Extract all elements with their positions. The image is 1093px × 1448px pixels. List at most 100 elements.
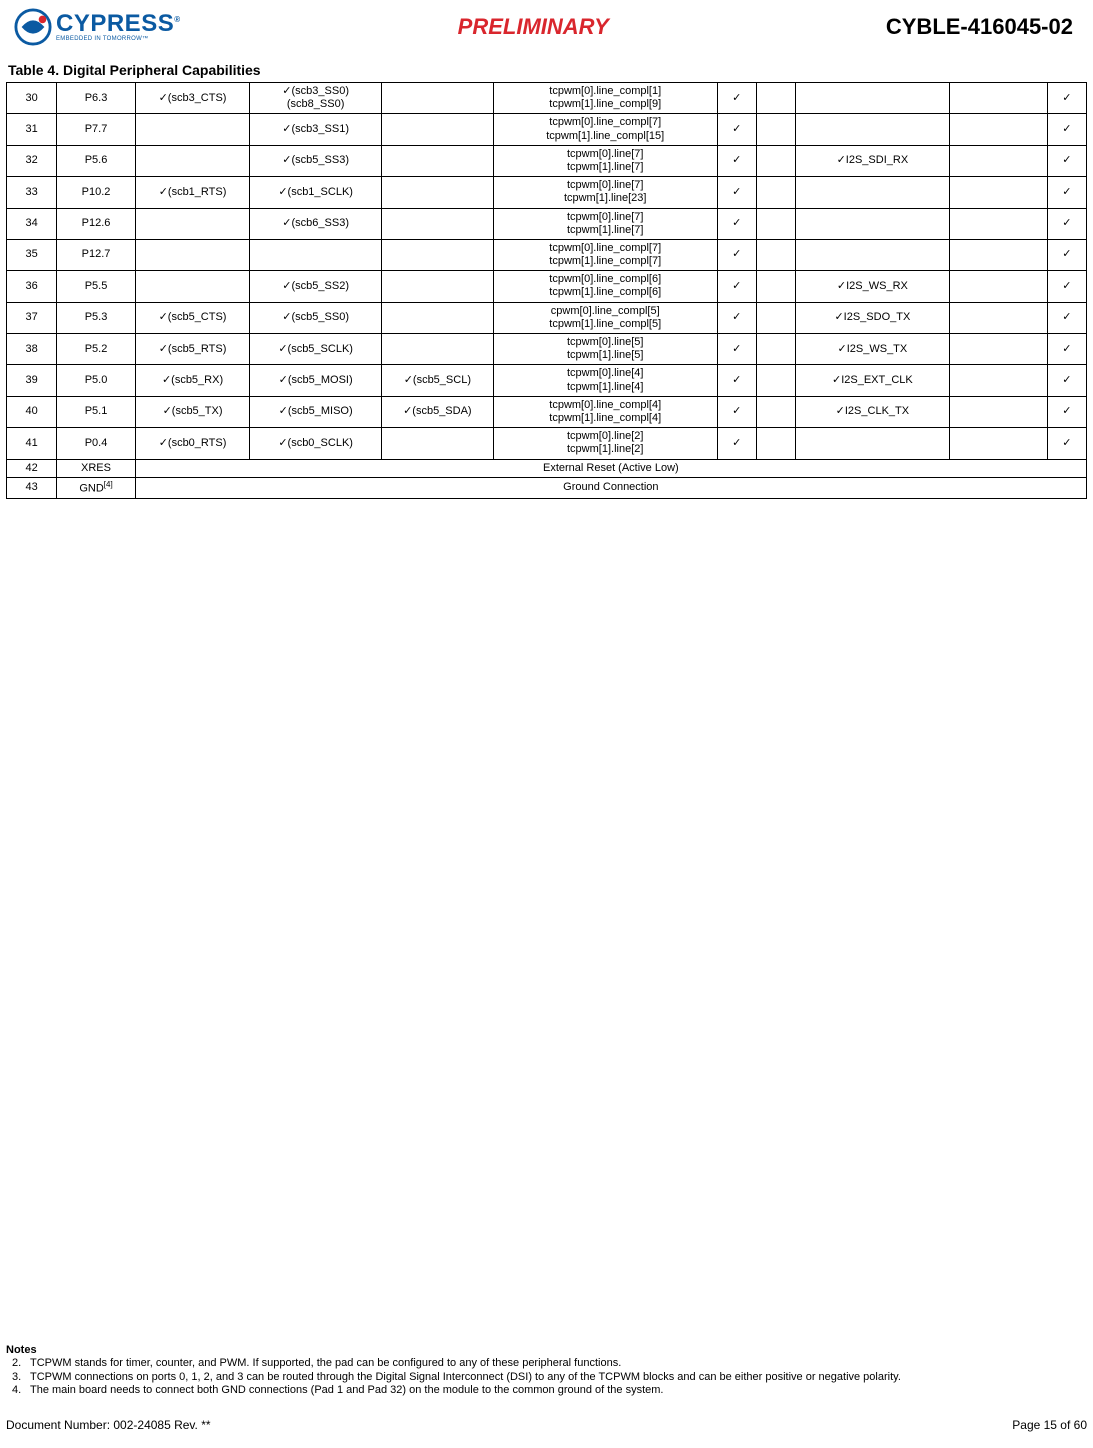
table-cell: 40 [7, 396, 57, 427]
logo-brand: CYPRESS® [56, 12, 181, 36]
notes-title: Notes [6, 1344, 1087, 1356]
table-cell: ✓(scb5_MISO) [250, 396, 382, 427]
table-cell: ✓(scb5_SS2) [250, 271, 382, 302]
table-cell: XRES [57, 459, 135, 477]
table-cell [135, 208, 250, 239]
table-row: 39P5.0✓(scb5_RX)✓(scb5_MOSI)✓(scb5_SCL)t… [7, 365, 1087, 396]
table-cell: 33 [7, 177, 57, 208]
table-cell: ✓(scb3_SS1) [250, 114, 382, 145]
table-cell: 43 [7, 477, 57, 498]
table-cell [135, 114, 250, 145]
table-cell: ✓ [1047, 271, 1086, 302]
table-cell: tcpwm[0].line_compl[6]tcpwm[1].line_comp… [493, 271, 717, 302]
table-cell [756, 83, 795, 114]
page-number: Page 15 of 60 [1012, 1418, 1087, 1432]
table-cell: 36 [7, 271, 57, 302]
table-cell: ✓ [1047, 365, 1086, 396]
table-cell: 34 [7, 208, 57, 239]
note-item: 3.TCPWM connections on ports 0, 1, 2, an… [12, 1371, 1087, 1385]
table-row: 43GND[4]Ground Connection [7, 477, 1087, 498]
table-cell: ✓(scb5_RX) [135, 365, 250, 396]
table-cell [949, 83, 1047, 114]
table-cell [756, 271, 795, 302]
table-cell: ✓ [1047, 239, 1086, 270]
table-cell: ✓ [717, 302, 756, 333]
table-cell [381, 83, 493, 114]
logo-tagline: EMBEDDED IN TOMORROW™ [56, 36, 181, 42]
table-cell: 39 [7, 365, 57, 396]
table-cell [795, 114, 949, 145]
table-cell [381, 271, 493, 302]
table-title: Table 4. Digital Peripheral Capabilities [8, 62, 1087, 78]
table-cell: ✓ [717, 334, 756, 365]
table-cell: ✓(scb6_SS3) [250, 208, 382, 239]
table-cell [949, 365, 1047, 396]
table-cell: ✓(scb0_RTS) [135, 428, 250, 459]
table-cell: ✓ [1047, 83, 1086, 114]
table-cell: GND[4] [57, 477, 135, 498]
table-cell: ✓(scb5_CTS) [135, 302, 250, 333]
table-cell: ✓ [1047, 208, 1086, 239]
table-cell: tcpwm[0].line[5]tcpwm[1].line[5] [493, 334, 717, 365]
table-cell: ✓ [1047, 396, 1086, 427]
table-row: 30P6.3✓(scb3_CTS)✓(scb3_SS0)(scb8_SS0)tc… [7, 83, 1087, 114]
table-cell: P7.7 [57, 114, 135, 145]
table-cell: 37 [7, 302, 57, 333]
table-cell: ✓ [717, 208, 756, 239]
table-cell: ✓(scb5_SS0) [250, 302, 382, 333]
note-text: TCPWM connections on ports 0, 1, 2, and … [30, 1371, 901, 1385]
page-footer: Document Number: 002-24085 Rev. ** Page … [6, 1418, 1087, 1432]
table-cell: ✓(scb5_MOSI) [250, 365, 382, 396]
table-cell: P5.1 [57, 396, 135, 427]
cypress-logo-icon [14, 8, 52, 46]
table-row: 42XRESExternal Reset (Active Low) [7, 459, 1087, 477]
note-item: 2.TCPWM stands for timer, counter, and P… [12, 1357, 1087, 1371]
table-cell [949, 334, 1047, 365]
table-cell-span: External Reset (Active Low) [135, 459, 1086, 477]
logo-block: CYPRESS® EMBEDDED IN TOMORROW™ [14, 8, 181, 46]
table-cell [795, 177, 949, 208]
table-cell [949, 145, 1047, 176]
table-cell [381, 208, 493, 239]
table-row: 33P10.2✓(scb1_RTS)✓(scb1_SCLK)tcpwm[0].l… [7, 177, 1087, 208]
table-cell: ✓(scb3_CTS) [135, 83, 250, 114]
table-cell: ✓ [717, 83, 756, 114]
table-cell [756, 114, 795, 145]
table-cell: tcpwm[0].line[7]tcpwm[1].line[7] [493, 145, 717, 176]
table-cell: cpwm[0].line_compl[5]tcpwm[1].line_compl… [493, 302, 717, 333]
table-cell: tcpwm[0].line_compl[4]tcpwm[1].line_comp… [493, 396, 717, 427]
table-cell-span: Ground Connection [135, 477, 1086, 498]
table-cell: ✓ [717, 177, 756, 208]
table-row: 37P5.3✓(scb5_CTS)✓(scb5_SS0)cpwm[0].line… [7, 302, 1087, 333]
table-cell: tcpwm[0].line_compl[1]tcpwm[1].line_comp… [493, 83, 717, 114]
pin-table: 30P6.3✓(scb3_CTS)✓(scb3_SS0)(scb8_SS0)tc… [6, 82, 1087, 499]
table-cell [135, 239, 250, 270]
table-row: 38P5.2✓(scb5_RTS)✓(scb5_SCLK)tcpwm[0].li… [7, 334, 1087, 365]
table-cell: 38 [7, 334, 57, 365]
table-cell [381, 145, 493, 176]
logo-text: CYPRESS® EMBEDDED IN TOMORROW™ [56, 12, 181, 42]
table-cell [949, 396, 1047, 427]
preliminary-label: PRELIMINARY [458, 14, 609, 40]
table-cell: ✓(scb1_SCLK) [250, 177, 382, 208]
table-cell [756, 239, 795, 270]
table-cell [756, 208, 795, 239]
table-cell: ✓(scb0_SCLK) [250, 428, 382, 459]
table-cell [381, 334, 493, 365]
table-cell: P5.0 [57, 365, 135, 396]
table-cell: P10.2 [57, 177, 135, 208]
note-item: 4.The main board needs to connect both G… [12, 1384, 1087, 1398]
table-cell [949, 114, 1047, 145]
table-row: 32P5.6✓(scb5_SS3)tcpwm[0].line[7]tcpwm[1… [7, 145, 1087, 176]
table-cell: ✓ [717, 365, 756, 396]
table-cell: ✓(scb5_SDA) [381, 396, 493, 427]
table-cell: ✓ [1047, 114, 1086, 145]
note-number: 4. [12, 1384, 30, 1398]
table-cell [381, 239, 493, 270]
table-cell [135, 145, 250, 176]
table-cell [756, 177, 795, 208]
table-cell [949, 239, 1047, 270]
table-row: 41P0.4✓(scb0_RTS)✓(scb0_SCLK)tcpwm[0].li… [7, 428, 1087, 459]
table-cell [949, 302, 1047, 333]
table-cell [756, 428, 795, 459]
